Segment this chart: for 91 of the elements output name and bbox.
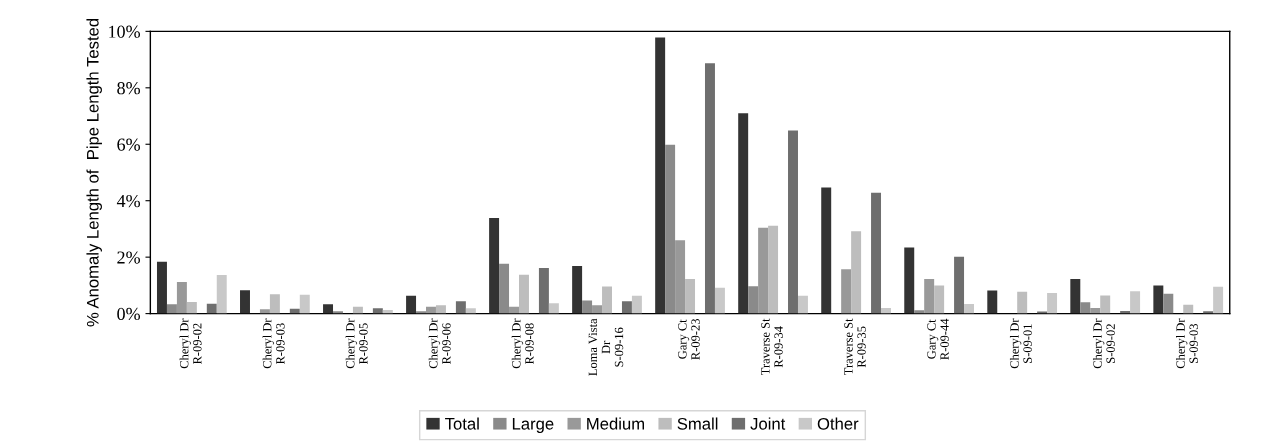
bar: [176, 281, 187, 314]
bar: [665, 144, 676, 314]
bar: [1017, 291, 1028, 314]
bar: [489, 217, 500, 314]
bar: [655, 37, 666, 314]
bar: [323, 304, 334, 314]
bar: [821, 187, 832, 314]
x-tick-label: Gary Ct R-09-23: [678, 318, 700, 360]
bar: [904, 247, 915, 314]
bar: [1163, 293, 1174, 314]
bar: [602, 286, 612, 314]
bar: [206, 303, 217, 314]
bar: [509, 306, 519, 314]
x-tick-label: Cheryl Dr S-09-03: [1176, 318, 1198, 369]
bar: [714, 287, 725, 314]
bar: [871, 192, 882, 314]
legend-label: Medium: [587, 417, 644, 430]
x-tick-label: Cheryl Dr S-09-01: [1009, 318, 1032, 369]
legend-label: Small: [677, 417, 718, 430]
x-tick-label: Gary Ct R-09-44: [927, 318, 949, 360]
x-tick-label: Cheryl Dr R-09-03: [262, 318, 285, 369]
bar: [675, 240, 686, 314]
bar: [924, 278, 935, 314]
bar: [1080, 302, 1091, 314]
bar: [538, 267, 549, 314]
bar: [768, 225, 779, 314]
bar: [592, 305, 603, 314]
bar: [621, 301, 632, 314]
bar: [631, 295, 642, 314]
bar: [519, 274, 529, 314]
x-tick-label: Cheryl Dr S-09-02: [1092, 318, 1115, 369]
bar: [455, 301, 466, 314]
bar: [704, 63, 715, 314]
bar: [582, 300, 593, 314]
bar: [426, 306, 436, 314]
bar: [1047, 293, 1058, 314]
legend-label: Other: [817, 417, 859, 430]
x-tick-label: Cheryl Dr R-09-05: [345, 318, 368, 369]
bar: [465, 308, 476, 314]
bar: [240, 290, 250, 314]
bar: [1213, 286, 1224, 314]
bar: [797, 295, 808, 314]
y-tick-label: 8%: [117, 82, 141, 95]
y-tick-label: 2%: [117, 251, 141, 264]
x-tick-label: Traverse St R-09-34: [761, 318, 783, 376]
x-tick-label: Cheryl Dr R-09-06: [428, 318, 451, 369]
bar: [269, 294, 280, 314]
bar: [1070, 278, 1081, 314]
bar: [851, 231, 862, 314]
bar: [352, 306, 363, 314]
bar: [216, 274, 227, 314]
bar: [1130, 291, 1141, 314]
bar: [406, 295, 417, 314]
x-tick-label: Traverse St R-09-35: [844, 318, 866, 376]
bar: [1183, 304, 1194, 314]
bar: [738, 113, 749, 314]
bar: [372, 308, 383, 314]
bar: [299, 294, 310, 314]
bar: [758, 227, 769, 314]
y-tick-label: 6%: [117, 138, 141, 151]
x-tick-label: Loma Vista Dr S-09-16: [588, 318, 624, 376]
y-tick-label: 4%: [116, 194, 141, 208]
bar: [934, 285, 945, 314]
bar: [416, 311, 427, 314]
bar: [1100, 295, 1111, 314]
bar: [954, 256, 965, 314]
bar: [259, 309, 270, 314]
bar: [1203, 311, 1214, 314]
bar: [435, 305, 446, 314]
bar: [964, 304, 975, 314]
bar: [685, 278, 696, 314]
bar: [788, 130, 798, 314]
bar: [748, 286, 759, 314]
bar: [499, 263, 510, 314]
bar: [572, 265, 583, 314]
bar: [987, 290, 998, 314]
bar: [186, 302, 197, 314]
bar: [166, 304, 177, 314]
bar: [1153, 285, 1164, 314]
x-tick-label: Cheryl Dr R-09-02: [179, 318, 202, 369]
bar: [841, 269, 852, 314]
y-tick-label: 0%: [117, 307, 141, 321]
bar: [156, 261, 167, 314]
x-tick-label: Cheryl Dr R-09-08: [511, 318, 534, 369]
bar: [333, 311, 343, 314]
y-tick-label: 10%: [109, 25, 141, 38]
legend-label: Total: [445, 417, 479, 430]
bar: [548, 303, 559, 314]
y-axis-title: % Anomaly Length of Pipe Length Tested: [86, 18, 102, 327]
legend-label: Large: [512, 418, 554, 433]
legend-label: Joint: [750, 417, 786, 430]
